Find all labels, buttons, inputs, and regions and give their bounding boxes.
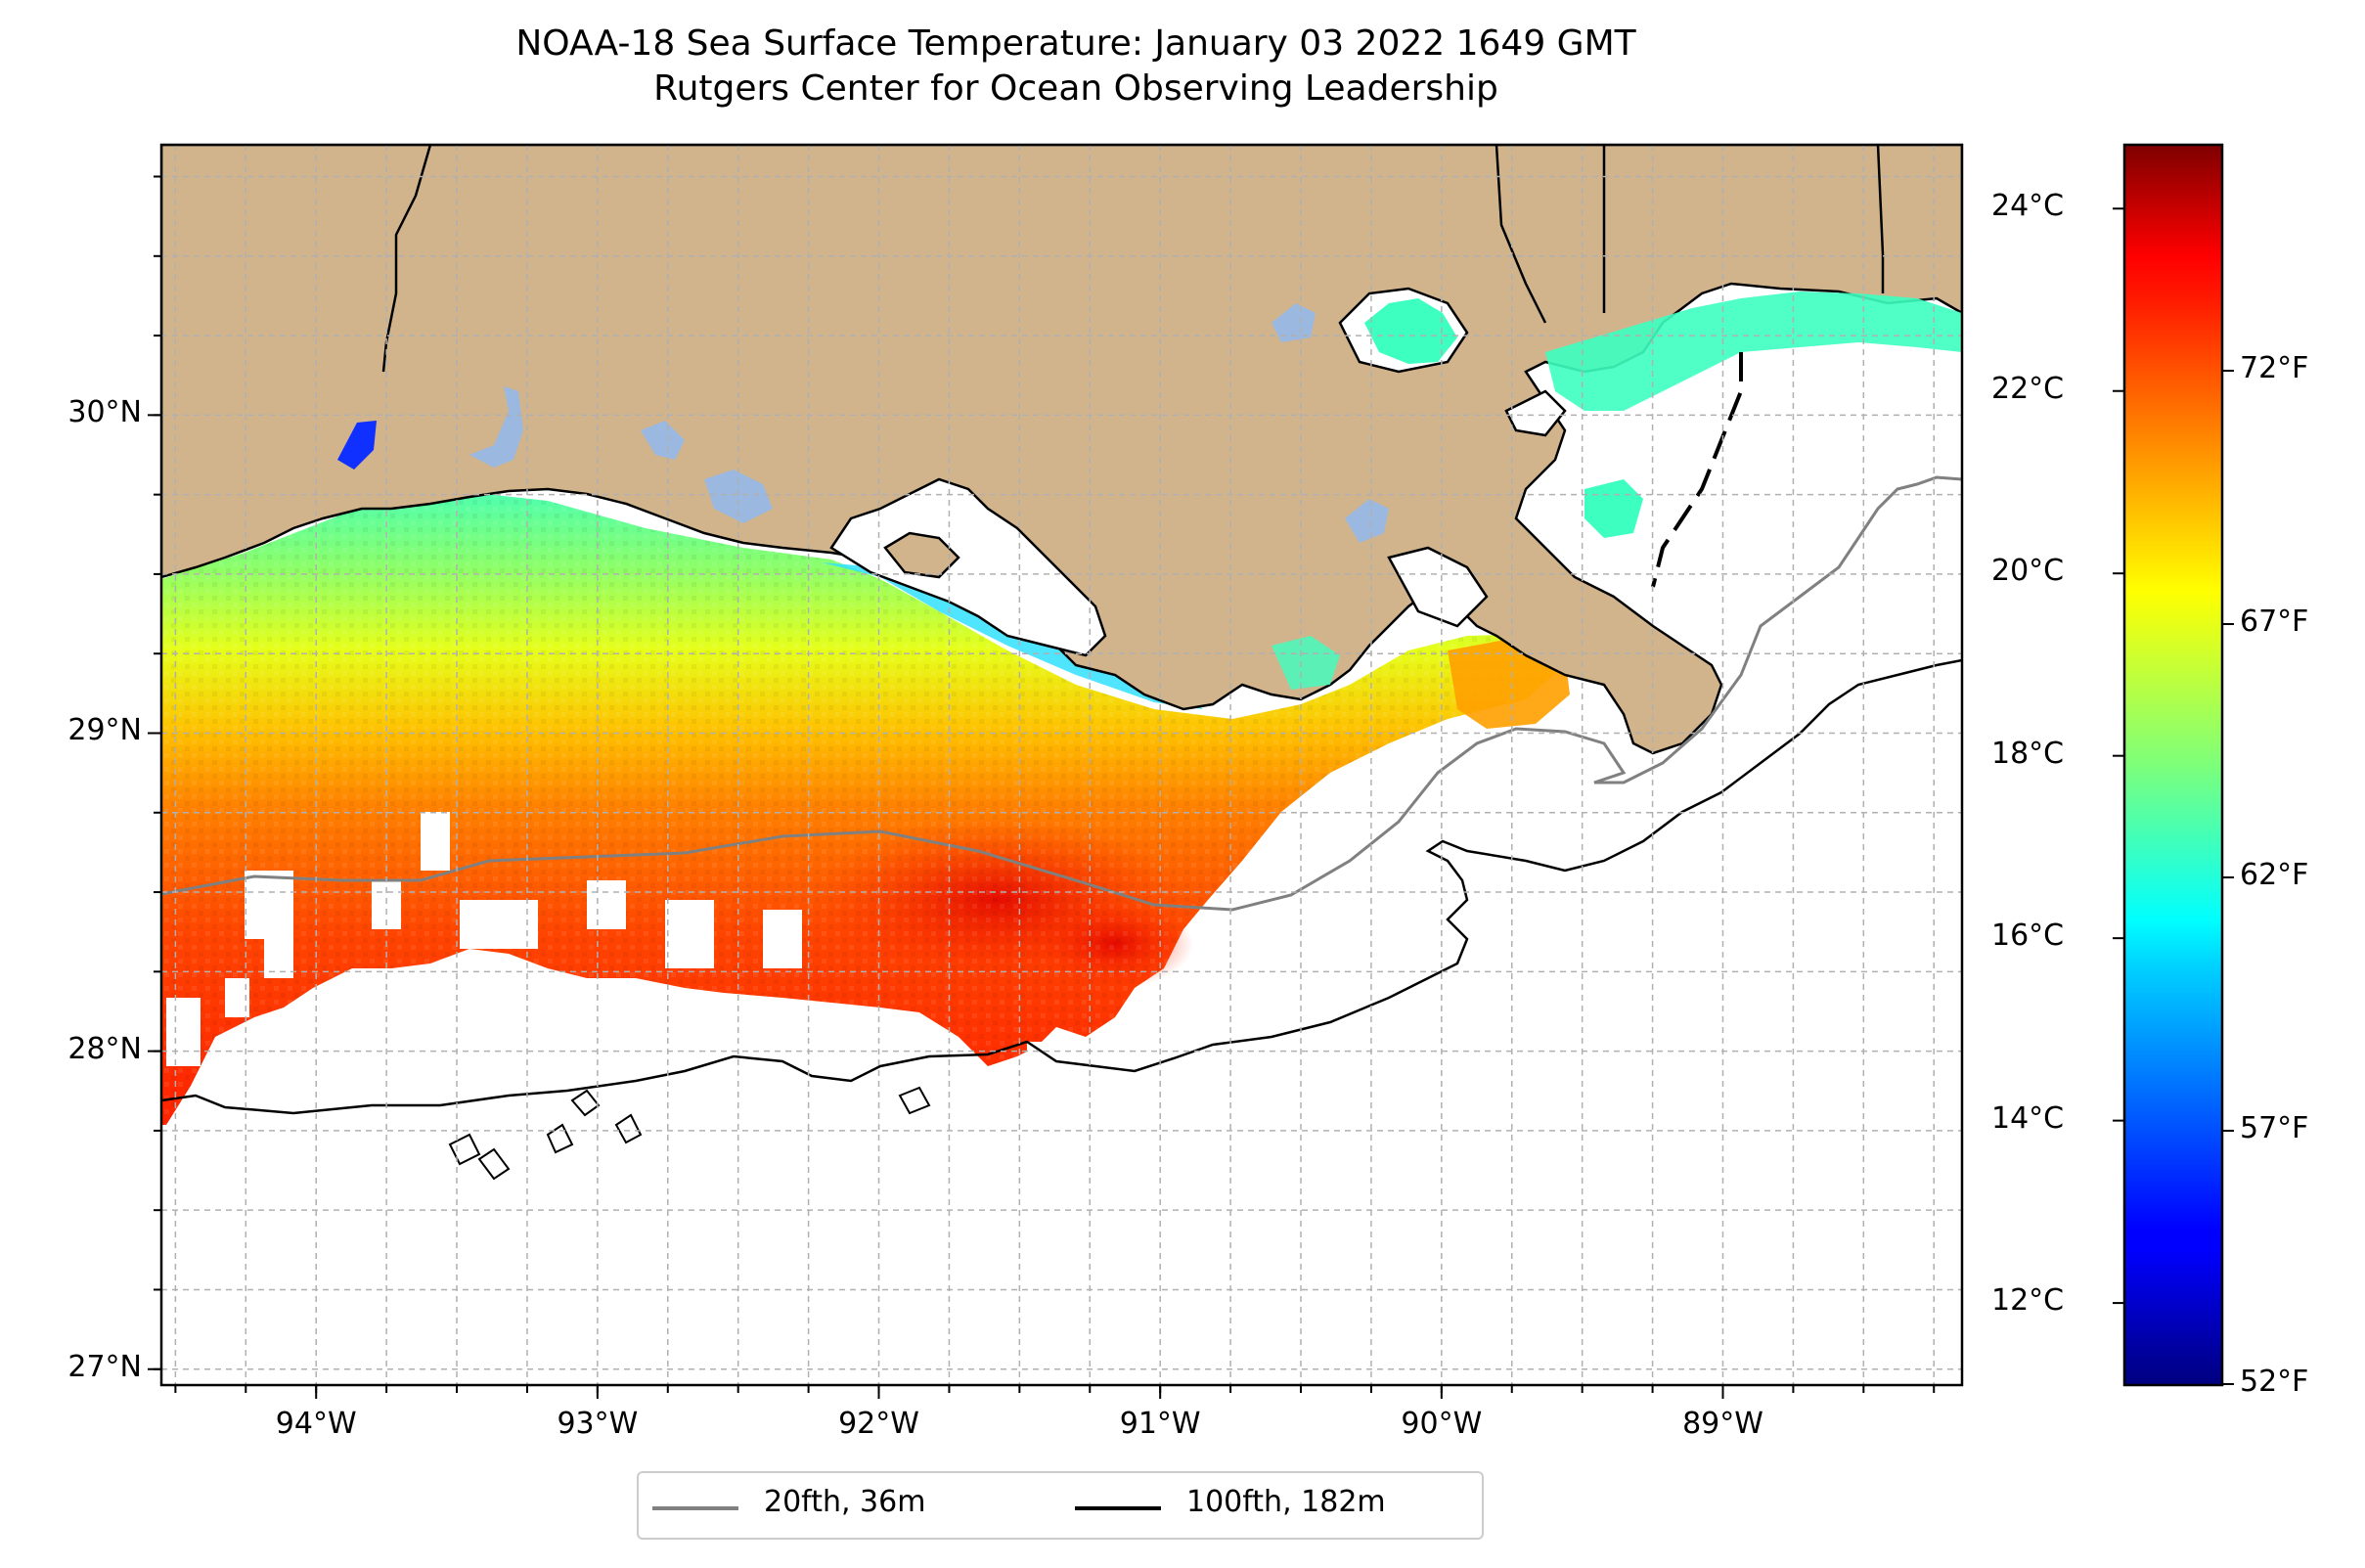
- legend-swatch-100fth: [1075, 1506, 1161, 1510]
- colorbar-fahrenheit-label: 57°F: [2240, 1110, 2309, 1145]
- sst-field-texture: [161, 491, 1565, 1125]
- map-title: NOAA-18 Sea Surface Temperature: January…: [0, 22, 2152, 112]
- lon-tick-label: 90°W: [1401, 1407, 1483, 1441]
- colorbar: [2124, 145, 2222, 1385]
- delta-channel: [1651, 352, 1743, 588]
- sst-cold-inlet: [337, 421, 377, 470]
- lon-tick-label: 91°W: [1119, 1407, 1201, 1441]
- title-line-2: Rutgers Center for Ocean Observing Leade…: [653, 68, 1498, 109]
- lat-tick-label: 30°N: [67, 395, 142, 430]
- colorbar-celsius-label: 16°C: [1991, 918, 2065, 954]
- sst-gaps: [166, 812, 1066, 1066]
- lon-tick-label: 94°W: [275, 1407, 357, 1441]
- legend-label-20fth: 20fth, 36m: [764, 1485, 926, 1519]
- legend: 20fth, 36m 100fth, 182m: [637, 1471, 1484, 1540]
- contour-20fth: [161, 475, 1962, 912]
- lat-tick-label: 28°N: [67, 1031, 142, 1066]
- colorbar-fahrenheit-label: 72°F: [2240, 351, 2309, 386]
- lat-tick-label: 29°N: [67, 713, 142, 748]
- lat-tick-label: 27°N: [67, 1349, 142, 1384]
- map-area: [161, 145, 1962, 1385]
- axis-ticks: [148, 175, 1936, 1399]
- colorbar-celsius-label: 12°C: [1991, 1283, 2065, 1319]
- colorbar-celsius-label: 14°C: [1991, 1100, 2065, 1136]
- colorbar-fahrenheit-label: 52°F: [2240, 1364, 2309, 1399]
- lon-tick-label: 89°W: [1682, 1407, 1763, 1441]
- colorbar-celsius-label: 20°C: [1991, 554, 2065, 589]
- inland-water: [469, 303, 1389, 543]
- colorbar-celsius-label: 18°C: [1991, 736, 2065, 771]
- state-border-west: [381, 145, 432, 373]
- lon-tick-label: 92°W: [838, 1407, 919, 1441]
- lon-tick-label: 93°W: [557, 1407, 639, 1441]
- colorbar-frame: [2122, 143, 2224, 1387]
- map-frame: [159, 143, 1964, 1387]
- colorbar-fahrenheit-label: 62°F: [2240, 857, 2309, 892]
- title-line-1: NOAA-18 Sea Surface Temperature: January…: [515, 23, 1636, 64]
- contour-100fth: [161, 658, 1962, 1115]
- legend-swatch-20fth: [652, 1506, 738, 1510]
- colorbar-ticks: [2113, 207, 2234, 1385]
- legend-label-100fth: 100fth, 182m: [1186, 1485, 1386, 1519]
- colorbar-fahrenheit-label: 67°F: [2240, 605, 2309, 639]
- colorbar-celsius-label: 24°C: [1991, 189, 2065, 224]
- colorbar-celsius-label: 22°C: [1991, 371, 2065, 406]
- gridlines: [161, 145, 1962, 1385]
